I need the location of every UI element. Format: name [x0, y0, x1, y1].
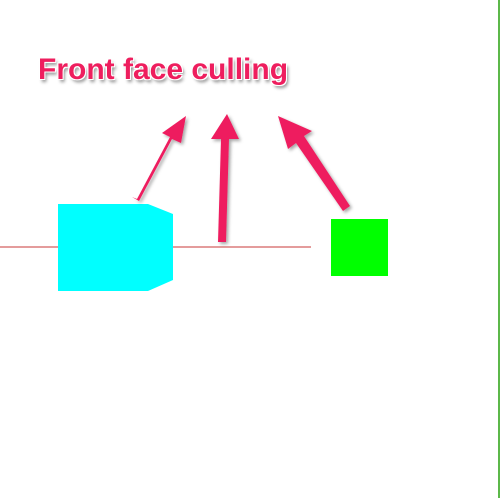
arrow-icon	[132, 116, 186, 201]
arrow-icon	[278, 116, 350, 211]
green-object	[331, 219, 388, 276]
right-border	[498, 0, 500, 498]
annotation-title: Front face culling	[38, 53, 289, 86]
arrow-icon	[211, 114, 239, 242]
cyan-object	[58, 204, 173, 291]
